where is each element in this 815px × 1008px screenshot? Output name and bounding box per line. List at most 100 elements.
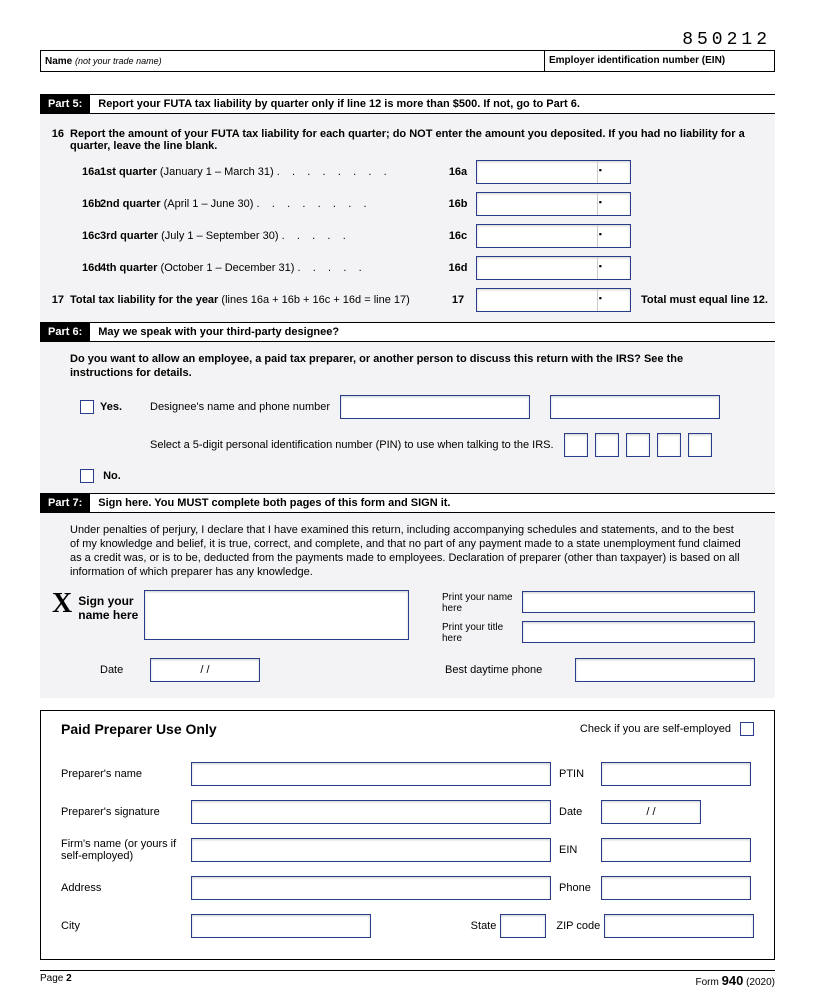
prep-name-label: Preparer's name xyxy=(61,768,191,780)
line-16c-bold: 3rd quarter xyxy=(100,230,158,242)
prep-phone-input[interactable] xyxy=(601,876,751,900)
line-16c-rest: (July 1 – September 30) xyxy=(161,230,278,242)
line-16a-box-label: 16a xyxy=(440,166,476,178)
line17-bold: Total tax liability for the year xyxy=(70,294,218,306)
perjury-text: Under penalties of perjury, I declare th… xyxy=(40,519,775,584)
line16-num: 16 xyxy=(40,128,70,152)
line-16c-box-label: 16c xyxy=(440,230,476,242)
line-16b-rest: (April 1 – June 30) xyxy=(164,198,254,210)
yes-checkbox[interactable] xyxy=(80,400,94,414)
designee-phone-input[interactable] xyxy=(550,395,720,419)
page-num: 2 xyxy=(66,973,72,984)
form-code: 850212 xyxy=(40,30,775,50)
city-label: City xyxy=(61,920,191,932)
no-label: No. xyxy=(103,470,121,482)
no-checkbox[interactable] xyxy=(80,469,94,483)
line17-after: Total must equal line 12. xyxy=(631,294,768,306)
line16-instr: Report the amount of your FUTA tax liabi… xyxy=(70,128,767,152)
part6-instr: Do you want to allow an employee, a paid… xyxy=(40,348,775,385)
addr-input[interactable] xyxy=(191,876,551,900)
pin-box-4[interactable] xyxy=(657,433,681,457)
name-here-label: name here xyxy=(78,608,138,622)
line-16d-box-label: 16d xyxy=(440,262,476,274)
part6-bar: Part 6: May we speak with your third-par… xyxy=(40,322,775,342)
designee-name-input[interactable] xyxy=(340,395,530,419)
print-title-input[interactable] xyxy=(522,621,755,643)
print-name-label: Print your name here xyxy=(442,590,522,614)
firm-input[interactable] xyxy=(191,838,551,862)
addr-label: Address xyxy=(61,882,191,894)
form-word: Form xyxy=(695,977,718,988)
line-16b-input[interactable] xyxy=(476,192,631,216)
line17-rest: (lines 16a + 16b + 16c + 16d = line 17) xyxy=(221,294,409,306)
prep-sig-label: Preparer's signature xyxy=(61,806,191,818)
ein-cell[interactable]: Employer identification number (EIN) xyxy=(544,51,774,71)
date-input[interactable]: / / xyxy=(150,658,260,682)
part5-title: Report your FUTA tax liability by quarte… xyxy=(90,98,580,110)
signature-input[interactable] xyxy=(144,590,409,640)
pin-box-1[interactable] xyxy=(564,433,588,457)
yes-label: Yes. xyxy=(100,401,150,413)
part5-bar: Part 5: Report your FUTA tax liability b… xyxy=(40,94,775,114)
line17-box-label: 17 xyxy=(440,294,476,306)
ptin-input[interactable] xyxy=(601,762,751,786)
part7-label: Part 7: xyxy=(40,494,90,512)
print-title-label: Print your title here xyxy=(442,620,522,644)
part5-section: 16 Report the amount of your FUTA tax li… xyxy=(40,114,775,322)
line-17: 17 Total tax liability for the year (lin… xyxy=(40,284,775,316)
line-16a-rest: (January 1 – March 31) xyxy=(160,166,274,178)
x-icon: X xyxy=(52,590,72,644)
line-16a-bold: 1st quarter xyxy=(100,166,157,178)
part6-title: May we speak with your third-party desig… xyxy=(90,326,339,338)
pin-box-2[interactable] xyxy=(595,433,619,457)
prep-name-input[interactable] xyxy=(191,762,551,786)
line-16d-text: 4th quarter (October 1 – December 31) xyxy=(100,262,440,274)
preparer-section: Paid Preparer Use Only Check if you are … xyxy=(40,710,775,960)
page-word: Page xyxy=(40,973,63,984)
part6-section: Do you want to allow an employee, a paid… xyxy=(40,342,775,493)
line-16c-text: 3rd quarter (July 1 – September 30) xyxy=(100,230,440,242)
designee-label: Designee's name and phone number xyxy=(150,401,340,413)
ein-label: EIN xyxy=(551,844,601,856)
state-label: State xyxy=(371,920,501,932)
pin-box-3[interactable] xyxy=(626,433,650,457)
line-16b-box-label: 16b xyxy=(440,198,476,210)
line-16d-input[interactable] xyxy=(476,256,631,280)
prep-phone-label: Phone xyxy=(551,882,601,894)
form-num: 940 xyxy=(722,973,744,988)
prep-date-label: Date xyxy=(551,806,601,818)
name-cell[interactable]: Name (not your trade name) xyxy=(41,51,544,71)
prep-date-input[interactable]: / / xyxy=(601,800,701,824)
line-16c-input[interactable] xyxy=(476,224,631,248)
footer: Page 2 Form 940 (2020) xyxy=(40,970,775,988)
name-label-italic: (not your trade name) xyxy=(75,56,162,66)
line-16a-input[interactable] xyxy=(476,160,631,184)
line-16a-text: 1st quarter (January 1 – March 31) xyxy=(100,166,440,178)
line-16c-id: 16c xyxy=(70,230,100,242)
sign-your-label: Sign your xyxy=(78,594,138,608)
date-label: Date xyxy=(100,664,150,676)
form-year: (2020) xyxy=(746,977,775,988)
line-16d-bold: 4th quarter xyxy=(100,262,157,274)
part6-label: Part 6: xyxy=(40,323,90,341)
phone-label: Best daytime phone xyxy=(445,664,575,676)
line-16b-id: 16b xyxy=(70,198,100,210)
line-16a: 16a 1st quarter (January 1 – March 31) 1… xyxy=(40,156,775,188)
ein-input[interactable] xyxy=(601,838,751,862)
self-employed-label: Check if you are self-employed xyxy=(580,723,731,735)
line17-input[interactable] xyxy=(476,288,631,312)
state-input[interactable] xyxy=(500,914,546,938)
preparer-title: Paid Preparer Use Only xyxy=(61,721,217,737)
line-16c: 16c 3rd quarter (July 1 – September 30) … xyxy=(40,220,775,252)
pin-box-5[interactable] xyxy=(688,433,712,457)
line17-text: Total tax liability for the year (lines … xyxy=(70,294,440,306)
print-name-input[interactable] xyxy=(522,591,755,613)
prep-sig-input[interactable] xyxy=(191,800,551,824)
phone-input[interactable] xyxy=(575,658,755,682)
self-employed-checkbox[interactable] xyxy=(740,722,754,736)
pin-label: Select a 5-digit personal identification… xyxy=(150,439,554,451)
city-input[interactable] xyxy=(191,914,371,938)
zip-input[interactable] xyxy=(604,914,754,938)
header-row: Name (not your trade name) Employer iden… xyxy=(40,50,775,72)
line17-num: 17 xyxy=(40,294,70,306)
